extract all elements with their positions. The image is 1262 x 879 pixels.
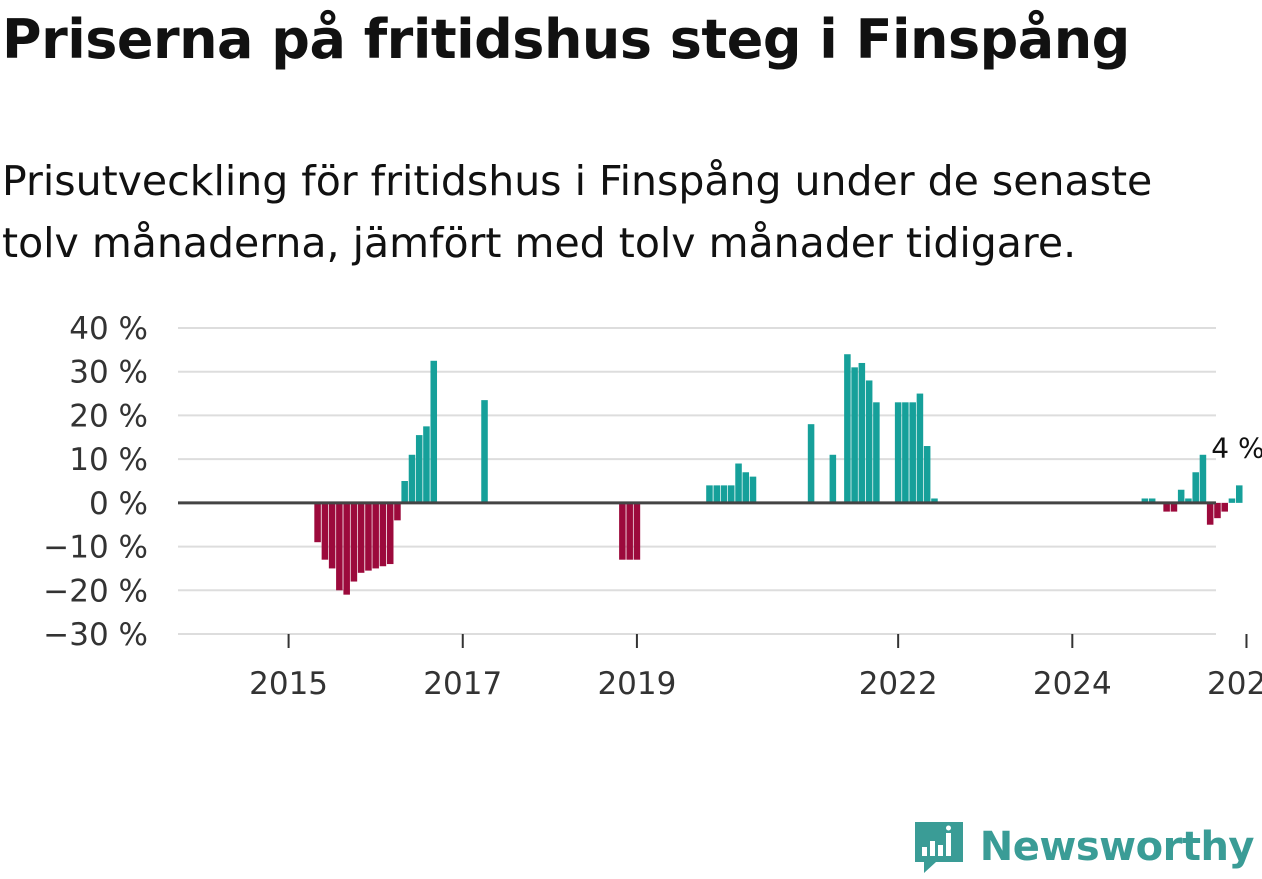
bar	[314, 502, 321, 543]
bar	[1199, 454, 1207, 503]
bar	[1141, 498, 1149, 503]
bar	[408, 454, 416, 503]
x-tick-label: 2022	[859, 666, 938, 702]
bar	[706, 485, 713, 503]
bar	[1170, 502, 1178, 512]
bar	[851, 367, 858, 503]
bar	[931, 498, 938, 503]
y-tick-label: −10 %	[43, 530, 148, 566]
bar	[394, 502, 401, 521]
bar	[372, 502, 379, 569]
bar	[365, 502, 372, 571]
bar	[350, 502, 358, 582]
bar	[1235, 485, 1243, 503]
bar	[749, 476, 757, 503]
bar	[1148, 498, 1156, 503]
bar	[923, 446, 931, 503]
bar	[807, 424, 815, 503]
bar	[321, 502, 329, 560]
x-tick-label: 2026	[1207, 666, 1262, 702]
newsworthy-logo: Newsworthy	[912, 819, 1255, 875]
bar	[727, 485, 735, 503]
bar-chart: 40 % 30 % 20 % 10 % 0 % −10 % −20 % −30 % 2015 20…	[43, 311, 1262, 702]
bar	[1206, 502, 1214, 525]
y-tick-label: 10 %	[69, 442, 148, 478]
bar	[415, 435, 423, 503]
bar	[1185, 498, 1192, 503]
x-tick-label: 2017	[423, 666, 502, 702]
bar	[1192, 472, 1199, 503]
bar	[1214, 502, 1221, 519]
y-tick-label: 30 %	[69, 355, 148, 391]
bar	[713, 485, 721, 503]
bar	[1163, 502, 1170, 512]
newsworthy-logo-text: Newsworthy	[979, 824, 1255, 870]
bar	[619, 502, 626, 560]
chart-subtitle: Prisutveckling för fritidshus i Finspång…	[2, 157, 1153, 267]
bar	[343, 502, 350, 595]
x-tick-label: 2015	[249, 666, 328, 702]
bar	[829, 454, 837, 503]
bar	[633, 502, 641, 560]
newsworthy-logo-icon	[914, 822, 963, 873]
y-tick-label: −20 %	[43, 573, 148, 609]
bar	[858, 362, 866, 503]
bar	[894, 402, 902, 503]
y-tick-label: 20 %	[69, 398, 148, 434]
bar	[423, 426, 430, 503]
bar	[626, 502, 633, 560]
chart-title: Priserna på fritidshus steg i Finspång	[2, 8, 1130, 71]
y-tick-label: 40 %	[69, 311, 148, 347]
bar	[873, 402, 880, 503]
y-tick-label: 0 %	[89, 486, 148, 522]
bar	[902, 402, 909, 503]
bar	[481, 400, 488, 503]
bar	[735, 463, 742, 503]
bar	[386, 502, 394, 565]
bar	[1221, 502, 1228, 512]
bar	[916, 393, 924, 503]
bar	[401, 481, 408, 503]
bar	[865, 380, 873, 503]
bar	[1228, 498, 1236, 503]
x-tick-label: 2024	[1033, 666, 1112, 702]
bar	[844, 354, 851, 503]
bar	[1177, 489, 1185, 503]
bar	[336, 502, 343, 591]
bar	[909, 402, 916, 503]
bar	[742, 472, 750, 503]
y-tick-label: −30 %	[43, 617, 148, 653]
value-annotation: 4 %	[1211, 431, 1262, 464]
bar	[328, 502, 336, 569]
x-tick-label: 2019	[597, 666, 676, 702]
bar	[720, 485, 728, 503]
bar	[379, 502, 387, 567]
bar	[430, 360, 438, 503]
bar	[357, 502, 365, 573]
